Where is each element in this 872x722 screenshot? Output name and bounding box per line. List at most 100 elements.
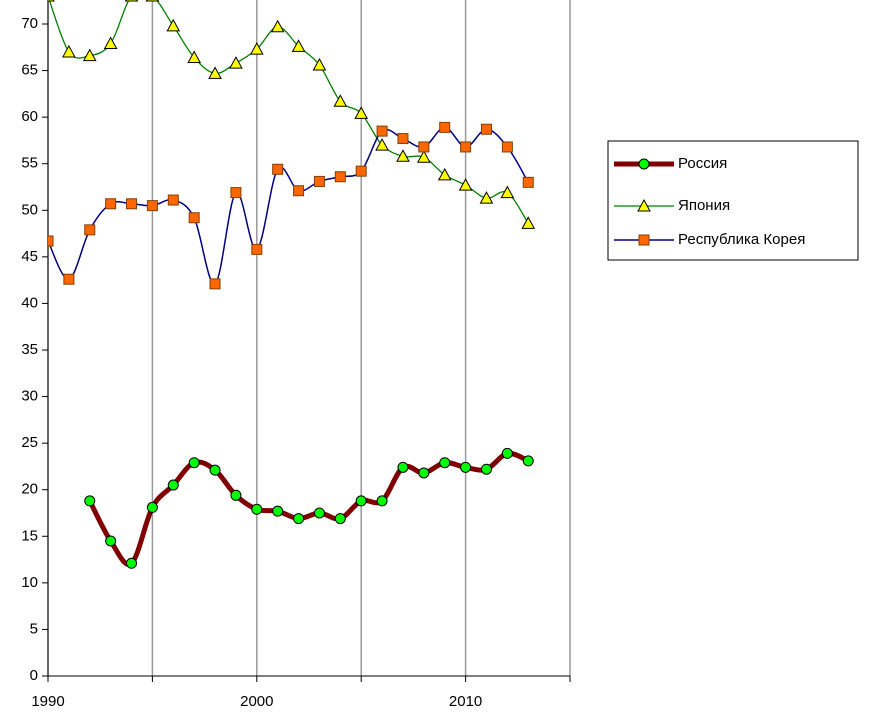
marker xyxy=(521,216,536,229)
marker xyxy=(251,503,263,515)
series-line xyxy=(87,450,530,567)
marker xyxy=(105,535,117,547)
marker xyxy=(522,176,534,188)
marker xyxy=(63,273,75,285)
marker xyxy=(522,455,534,467)
y-tick-label: 60 xyxy=(21,108,38,125)
marker xyxy=(84,224,96,236)
marker xyxy=(500,185,515,199)
marker xyxy=(146,501,158,513)
marker xyxy=(439,121,451,133)
marker xyxy=(230,489,242,501)
marker xyxy=(355,165,367,177)
plot xyxy=(48,0,536,569)
y-tick-label: 10 xyxy=(21,574,38,591)
marker xyxy=(209,464,221,476)
marker xyxy=(62,44,76,58)
y-tick-label: 15 xyxy=(21,527,38,544)
marker xyxy=(460,141,472,153)
marker xyxy=(293,513,305,525)
y-tick-label: 25 xyxy=(21,434,38,451)
marker xyxy=(334,171,346,183)
marker xyxy=(188,212,200,224)
marker xyxy=(418,467,430,479)
marker xyxy=(355,495,367,507)
series-line xyxy=(48,126,529,285)
marker xyxy=(145,0,160,2)
marker xyxy=(84,495,96,507)
marker xyxy=(397,461,409,473)
marker xyxy=(208,66,222,79)
marker xyxy=(437,167,452,181)
marker xyxy=(637,198,651,212)
legend: Россия Япония Республика Корея xyxy=(607,140,859,261)
marker xyxy=(460,461,472,473)
marker xyxy=(313,175,325,187)
y-tick-label: 20 xyxy=(21,481,38,498)
marker xyxy=(354,106,369,119)
y-tick-label: 45 xyxy=(21,248,38,265)
marker xyxy=(480,123,492,135)
marker xyxy=(230,187,242,199)
x-tick-label: 2000 xyxy=(240,693,273,710)
y-tick-label: 30 xyxy=(21,388,38,405)
y-tick-label: 50 xyxy=(21,201,38,218)
marker xyxy=(82,48,97,62)
marker xyxy=(501,141,513,153)
legend-label: Республика Корея xyxy=(678,231,805,248)
marker xyxy=(167,479,179,491)
marker xyxy=(124,0,139,2)
marker xyxy=(418,141,430,153)
marker xyxy=(291,39,306,52)
marker xyxy=(166,18,181,32)
marker xyxy=(638,158,650,170)
marker xyxy=(396,149,410,162)
series-line xyxy=(48,0,529,224)
marker xyxy=(209,278,221,290)
legend-label: Япония xyxy=(678,197,730,214)
marker xyxy=(48,0,55,2)
marker xyxy=(416,150,431,163)
marker xyxy=(48,235,54,247)
marker xyxy=(334,513,346,525)
marker xyxy=(103,36,118,50)
marker xyxy=(188,457,200,469)
marker xyxy=(376,125,388,137)
marker xyxy=(167,194,179,206)
marker xyxy=(229,56,243,69)
marker xyxy=(270,19,285,33)
marker xyxy=(105,198,117,210)
y-tick-label: 0 xyxy=(30,667,38,684)
marker xyxy=(480,463,492,475)
marker xyxy=(146,200,158,212)
marker xyxy=(251,243,263,255)
y-tick-label: 70 xyxy=(21,15,38,32)
marker xyxy=(479,191,494,204)
legend-label: Россия xyxy=(678,155,727,172)
marker xyxy=(272,505,284,517)
marker xyxy=(638,234,650,246)
marker xyxy=(376,495,388,507)
y-tick-label: 40 xyxy=(21,294,38,311)
y-tick-label: 65 xyxy=(21,62,38,79)
marker xyxy=(126,557,138,569)
marker xyxy=(313,507,325,519)
marker xyxy=(501,447,513,459)
marker xyxy=(312,57,327,71)
marker xyxy=(333,94,348,107)
marker xyxy=(249,42,264,55)
y-tick-label: 5 xyxy=(30,620,38,637)
x-tick-label: 2010 xyxy=(449,693,482,710)
marker xyxy=(272,163,284,175)
marker xyxy=(397,133,409,145)
marker xyxy=(187,50,202,64)
marker xyxy=(126,198,138,210)
marker xyxy=(293,185,305,197)
y-tick-label: 55 xyxy=(21,155,38,172)
marker xyxy=(375,138,389,151)
x-tick-label: 1990 xyxy=(31,693,64,710)
marker xyxy=(458,178,473,191)
marker xyxy=(439,457,451,469)
y-tick-label: 35 xyxy=(21,341,38,358)
